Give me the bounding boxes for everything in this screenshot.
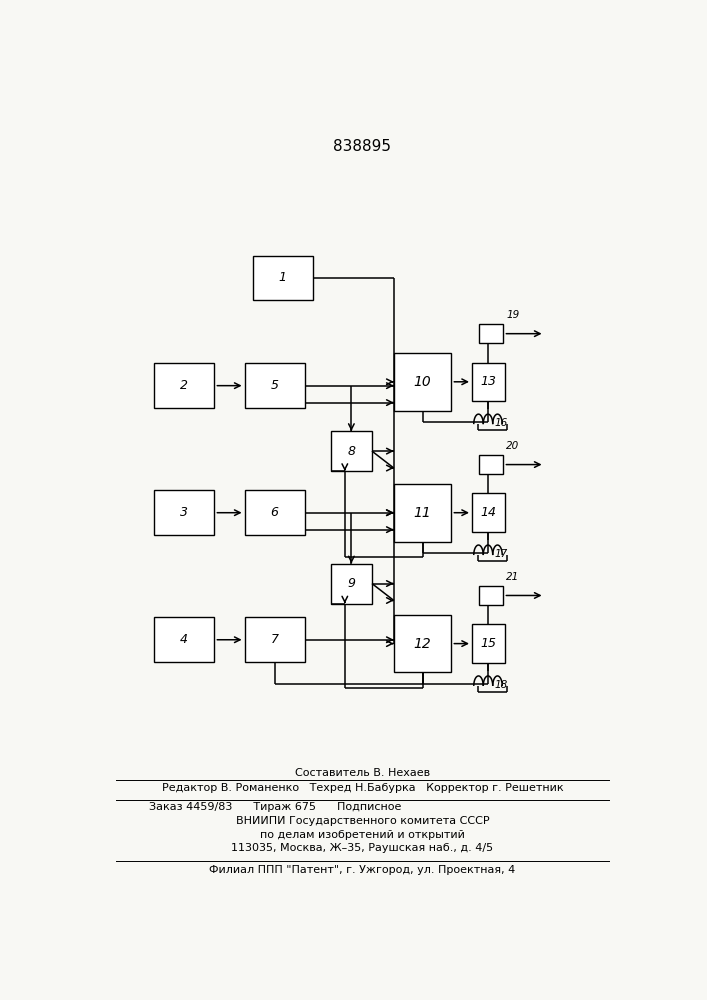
Bar [245,363,305,408]
Text: 10: 10 [414,375,431,389]
Bar [154,617,214,662]
Text: 16: 16 [495,418,508,428]
Bar [472,493,505,532]
Bar [394,353,451,411]
Text: 4: 4 [180,633,188,646]
Bar [245,490,305,535]
Text: Филиал ППП "Патент", г. Ужгород, ул. Проектная, 4: Филиал ППП "Патент", г. Ужгород, ул. Про… [209,865,515,875]
Text: 6: 6 [271,506,279,519]
Bar [331,564,372,604]
Bar [245,617,305,662]
Text: 17: 17 [495,549,508,559]
Text: по делам изобретений и открытий: по делам изобретений и открытий [260,830,464,840]
Bar [479,586,503,605]
Bar [479,455,503,474]
Text: 9: 9 [347,577,356,590]
Text: 3: 3 [180,506,188,519]
Text: 1: 1 [279,271,287,284]
Bar [253,256,313,300]
Text: Составитель В. Нехаев: Составитель В. Нехаев [295,768,430,778]
Text: 20: 20 [506,441,520,451]
Bar [394,615,451,672]
Bar [472,363,505,401]
Text: ВНИИПИ Государственного комитета СССР: ВНИИПИ Государственного комитета СССР [235,816,489,826]
Bar [331,431,372,471]
Text: 13: 13 [480,375,496,388]
Bar [472,624,505,663]
Bar [154,490,214,535]
Bar [154,363,214,408]
Text: 2: 2 [180,379,188,392]
Text: 14: 14 [480,506,496,519]
Text: Редактор В. Романенко   Техред Н.Бабурка   Корректор г. Решетник: Редактор В. Романенко Техред Н.Бабурка К… [161,783,563,793]
Text: 5: 5 [271,379,279,392]
Text: 15: 15 [480,637,496,650]
Bar [479,324,503,343]
Bar [394,484,451,542]
Text: 12: 12 [414,637,431,651]
Text: 19: 19 [506,310,520,320]
Text: 838895: 838895 [333,139,392,154]
Text: 113035, Москва, Ж–35, Раушская наб., д. 4/5: 113035, Москва, Ж–35, Раушская наб., д. … [231,843,493,853]
Text: 8: 8 [347,445,356,458]
Text: 18: 18 [495,680,508,690]
Text: 21: 21 [506,572,520,582]
Text: 7: 7 [271,633,279,646]
Text: Заказ 4459/83      Тираж 675      Подписное: Заказ 4459/83 Тираж 675 Подписное [148,802,401,812]
Text: 11: 11 [414,506,431,520]
